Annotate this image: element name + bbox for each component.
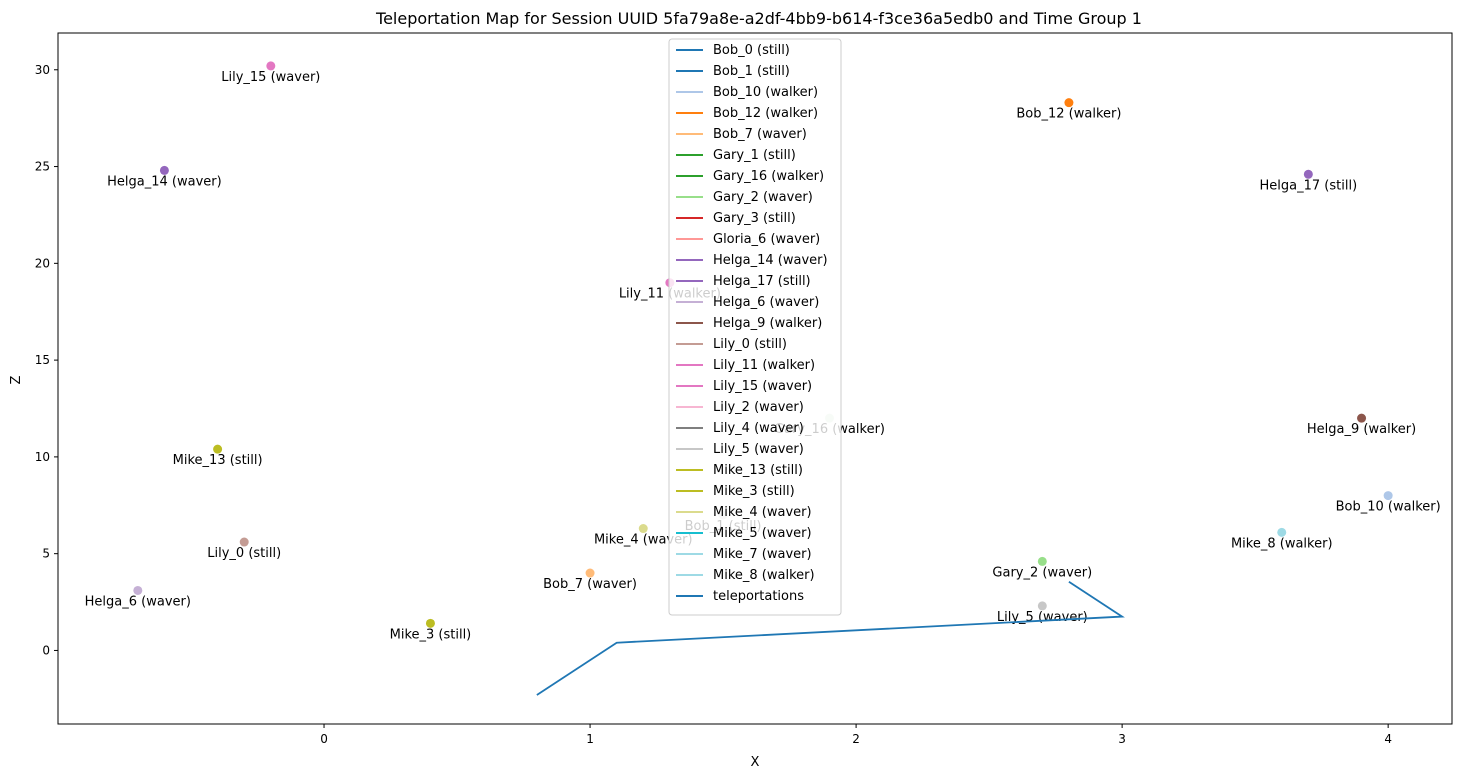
legend-entry: Bob_12 (walker): [713, 106, 818, 121]
teleportation-path: [536, 580, 1125, 696]
point-label: Helga_6 (waver): [85, 594, 191, 609]
y-axis-ticks: 0 5 10 15 20 25 30: [35, 63, 58, 657]
point-label: Mike_8 (walker): [1231, 536, 1333, 551]
data-point: [213, 444, 223, 454]
legend-entry: Bob_0 (still): [713, 43, 790, 58]
legend-entry: Mike_4 (waver): [713, 505, 812, 520]
y-tick-label: 0: [42, 643, 50, 657]
legend-entry: Mike_7 (waver): [713, 547, 812, 562]
legend-entry: Lily_4 (waver): [713, 421, 804, 436]
legend-entry: Lily_15 (waver): [713, 379, 812, 394]
legend-entry: Mike_13 (still): [713, 463, 803, 478]
point-label: Lily_0 (still): [207, 546, 281, 561]
x-tick-label: 4: [1384, 732, 1392, 746]
x-axis-label: X: [751, 755, 760, 770]
legend-entry: Lily_5 (waver): [713, 442, 804, 457]
data-point: [1037, 556, 1047, 566]
legend-entry: Gary_3 (still): [713, 211, 796, 226]
legend-entry: teleportations: [713, 589, 804, 604]
y-axis-label: Z: [9, 375, 24, 384]
point-label: Bob_12 (walker): [1016, 107, 1121, 122]
legend-entry: Mike_3 (still): [713, 484, 795, 499]
point-label: Mike_13 (still): [173, 453, 263, 468]
y-tick-label: 20: [35, 256, 50, 270]
y-tick-label: 10: [35, 450, 50, 464]
point-label: Mike_4 (waver): [594, 533, 693, 548]
legend-entry: Gary_16 (walker): [713, 169, 824, 184]
data-point: [133, 585, 143, 595]
data-point: [1383, 491, 1393, 501]
point-label: Bob_10 (walker): [1336, 500, 1441, 515]
point-label: Helga_9 (walker): [1307, 422, 1416, 437]
point-label: Gary_2 (waver): [992, 565, 1092, 580]
legend-entry: Helga_9 (walker): [713, 316, 822, 331]
y-tick-label: 15: [35, 353, 50, 367]
data-point: [159, 165, 169, 175]
legend-entry: Bob_10 (walker): [713, 85, 818, 100]
point-label: Helga_14 (waver): [107, 174, 222, 189]
data-point: [239, 537, 249, 547]
data-point: [638, 524, 648, 534]
legend-entry: Gloria_6 (waver): [713, 232, 820, 247]
point-label: Bob_7 (waver): [543, 577, 637, 592]
data-point: [585, 568, 595, 578]
legend-entry: Lily_11 (walker): [713, 358, 815, 373]
y-tick-label: 25: [35, 160, 50, 174]
legend-entry: Bob_1 (still): [713, 64, 790, 79]
legend-frame: [668, 38, 842, 616]
point-label: Mike_3 (still): [390, 627, 472, 642]
x-tick-label: 2: [852, 732, 860, 746]
y-tick-label: 30: [35, 63, 50, 77]
data-point: [266, 61, 276, 71]
x-tick-label: 3: [1118, 732, 1126, 746]
chart-title: Teleportation Map for Session UUID 5fa79…: [375, 9, 1142, 28]
legend-entry: Lily_2 (waver): [713, 400, 804, 415]
data-point: [1037, 601, 1047, 611]
legend-entry: Bob_7 (waver): [713, 127, 807, 142]
data-point: [425, 618, 435, 628]
legend: Bob_0 (still) Bob_1 (still) Bob_10 (walker…: [668, 38, 842, 616]
data-point: [1064, 98, 1074, 108]
y-tick-label: 5: [42, 547, 50, 561]
x-tick-label: 1: [586, 732, 594, 746]
legend-entry: Mike_5 (waver): [713, 526, 812, 541]
legend-entry: Helga_6 (waver): [713, 295, 819, 310]
legend-entry: Mike_8 (walker): [713, 568, 815, 583]
legend-entry: Gary_2 (waver): [713, 190, 813, 205]
legend-entry: Lily_0 (still): [713, 337, 787, 352]
legend-entry: Helga_14 (waver): [713, 253, 828, 268]
data-point: [1277, 527, 1287, 537]
legend-entry: Helga_17 (still): [713, 274, 811, 289]
data-point: [1303, 169, 1313, 179]
point-label: Helga_17 (still): [1260, 178, 1358, 193]
point-label: Lily_15 (waver): [221, 70, 320, 85]
x-axis-ticks: 0 1 2 3 4: [320, 724, 1392, 746]
x-tick-label: 0: [320, 732, 328, 746]
legend-entry: Gary_1 (still): [713, 148, 796, 163]
data-point: [1357, 413, 1367, 423]
